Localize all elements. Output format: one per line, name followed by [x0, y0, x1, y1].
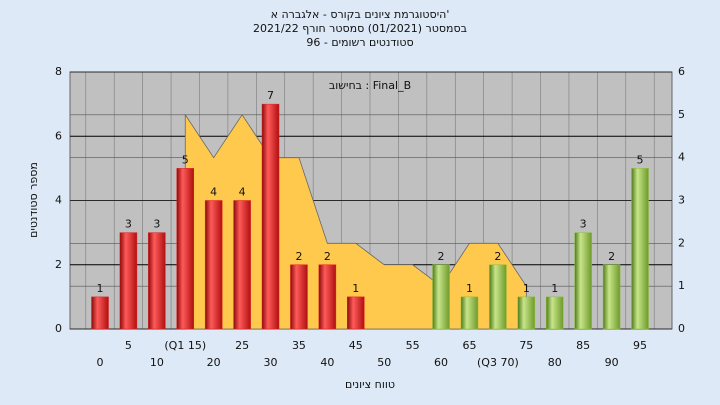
x-tick-label: 20: [207, 356, 221, 369]
y2-tick-label: 4: [678, 151, 685, 164]
y-tick-label: 4: [55, 194, 62, 207]
data-label: 3: [153, 218, 160, 231]
x-tick-label: 40: [320, 356, 334, 369]
x-tick-label: 0: [97, 356, 104, 369]
chart-subtitle: בסמסטר (01/2021) סמסטר חורף 2021/22: [253, 22, 467, 35]
data-label: 2: [608, 250, 615, 263]
x-tick-label: 25: [235, 339, 249, 352]
data-label: 4: [239, 186, 246, 199]
y2-tick-label: 0: [678, 322, 685, 335]
x-tick-label: (Q1 15): [164, 339, 206, 352]
annotation: בחישוב : Final_B: [329, 79, 411, 92]
y-axis-label: מספר סטודנטים: [27, 162, 40, 238]
data-label: 3: [580, 218, 587, 231]
data-label: 2: [438, 250, 445, 263]
x-tick-label: 65: [462, 339, 476, 352]
bar: [261, 103, 280, 330]
y2-tick-label: 2: [678, 236, 685, 249]
x-tick-label: 75: [519, 339, 533, 352]
x-tick-label: 55: [406, 339, 420, 352]
bar: [290, 264, 308, 330]
y2-tick-label: 3: [678, 194, 685, 207]
bar: [489, 264, 507, 330]
data-label: 2: [295, 250, 302, 263]
x-tick-label: 95: [633, 339, 647, 352]
bar: [318, 264, 337, 330]
data-label: 2: [494, 250, 501, 263]
y-tick-label: 2: [55, 258, 62, 271]
x-tick-label: 80: [548, 356, 562, 369]
x-axis-label: טווח ציונים: [345, 378, 395, 391]
bar: [233, 200, 251, 330]
data-label: 2: [324, 250, 331, 263]
data-label: 1: [551, 282, 558, 295]
bar: [574, 232, 592, 330]
x-tick-label: 60: [434, 356, 448, 369]
x-tick-label: 35: [292, 339, 306, 352]
y-tick-label: 8: [55, 65, 62, 78]
data-label: 5: [637, 153, 644, 166]
x-tick-label: 10: [150, 356, 164, 369]
y-tick-label: 6: [55, 129, 62, 142]
data-label: 4: [210, 186, 217, 199]
bar: [631, 168, 649, 330]
data-label: 1: [97, 282, 104, 295]
bar: [545, 296, 564, 330]
x-tick-label: 85: [576, 339, 590, 352]
bar: [148, 232, 166, 330]
chart-subtitle: סטודנטים רשומים - 96: [306, 36, 413, 49]
chart-title: היסטוגרמת ציונים בקורס - אלגברה א': [271, 8, 450, 21]
y2-tick-label: 6: [678, 65, 685, 78]
data-label: 3: [125, 218, 132, 231]
bar: [460, 296, 479, 330]
data-label: 1: [466, 282, 473, 295]
data-label: 5: [182, 153, 189, 166]
bar: [176, 168, 195, 330]
x-tick-label: 45: [349, 339, 363, 352]
bar: [517, 296, 536, 330]
bar: [432, 264, 450, 330]
bar: [204, 200, 223, 330]
y-tick-label: 0: [55, 322, 62, 335]
data-label: 7: [267, 89, 274, 102]
data-label: 1: [352, 282, 359, 295]
x-tick-label: (Q3 70): [477, 356, 519, 369]
y2-tick-label: 5: [678, 108, 685, 121]
y2-tick-label: 1: [678, 279, 685, 292]
data-label: 1: [523, 282, 530, 295]
bar: [347, 296, 365, 330]
x-tick-label: 90: [605, 356, 619, 369]
x-tick-label: 30: [264, 356, 278, 369]
bar: [91, 296, 109, 330]
bar: [119, 232, 138, 330]
bar: [602, 264, 621, 330]
x-tick-label: 5: [125, 339, 132, 352]
x-tick-label: 50: [377, 356, 391, 369]
